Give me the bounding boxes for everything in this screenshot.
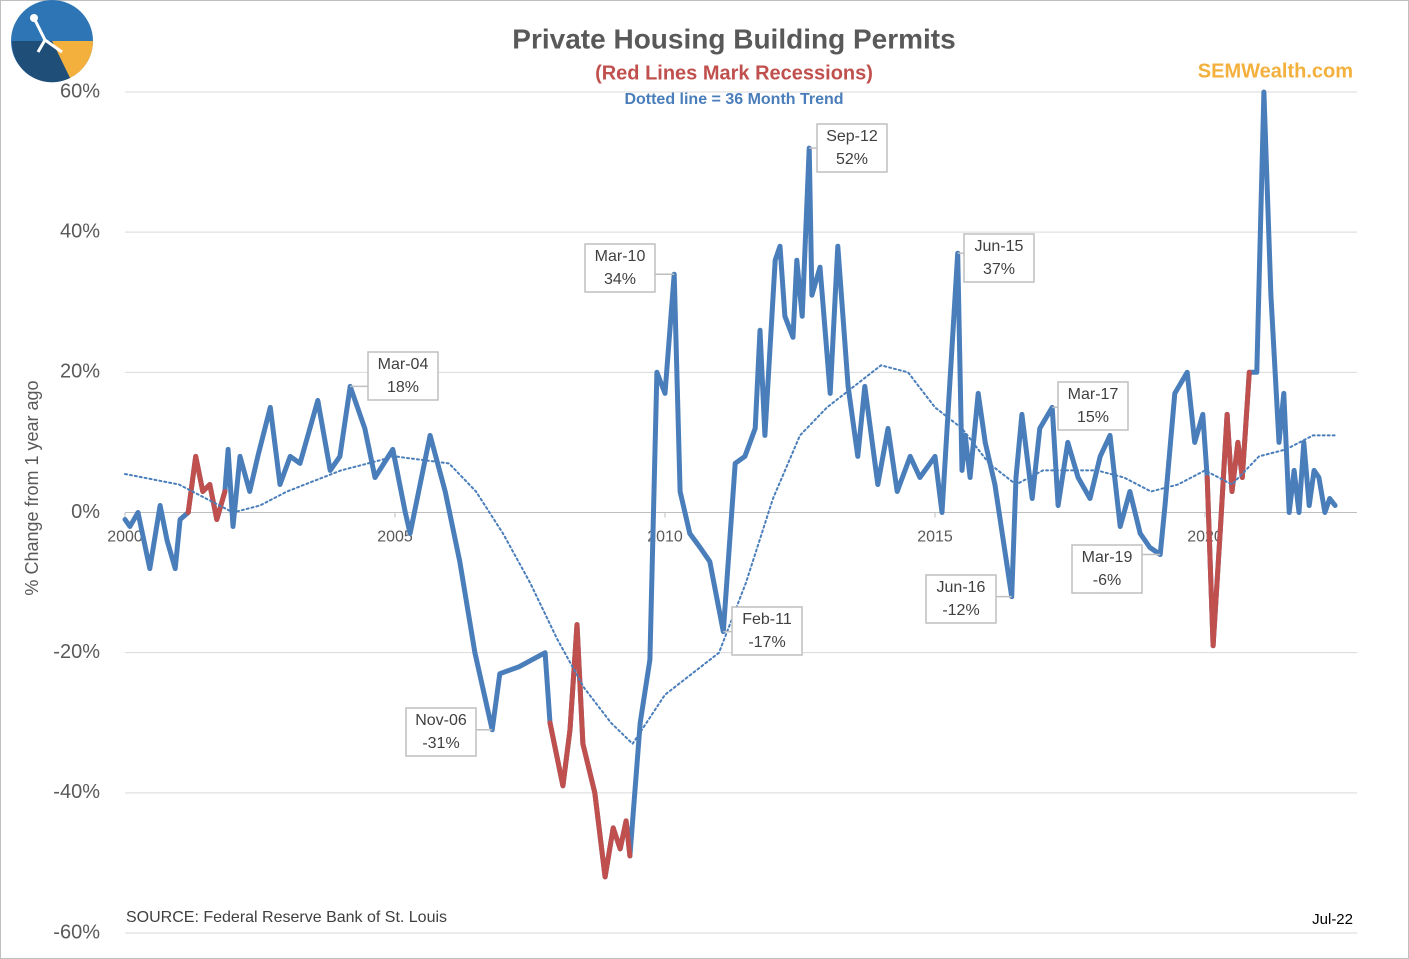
callout-value: 18%: [387, 379, 419, 396]
callout-value: 37%: [983, 261, 1015, 278]
callout-label: Jun-16: [937, 579, 986, 596]
callout-value: 34%: [604, 271, 636, 288]
callout: Mar-17 15%: [1052, 381, 1129, 431]
logo: [11, 0, 94, 83]
callout-value: -31%: [422, 735, 459, 752]
callout-box: [405, 707, 477, 757]
chart-title: Private Housing Building Permits: [512, 23, 955, 54]
x-tick-label: 2020: [1187, 529, 1223, 546]
series-line: [122, 89, 1338, 880]
callout: Mar-19 -6%: [1071, 544, 1161, 594]
series-line: [185, 453, 228, 522]
y-tick-label: 20%: [60, 361, 100, 383]
callout-label: Jun-15: [975, 238, 1024, 255]
callout-box: [731, 606, 803, 656]
trend-line: [124, 364, 1336, 745]
y-axis-label: % Change from 1 year ago: [22, 380, 42, 595]
callout-label: Mar-04: [378, 356, 429, 373]
callout-value: 15%: [1077, 409, 1109, 426]
callout-value: -17%: [748, 634, 785, 651]
callout-box: [963, 233, 1035, 283]
callout-value: -6%: [1093, 572, 1121, 589]
callout: Sep-12 52%: [809, 123, 888, 173]
callout-box: [367, 351, 439, 401]
callout-label: Mar-19: [1082, 549, 1133, 566]
brand: SEMWealth.com: [1198, 60, 1353, 82]
callout-box: [1057, 381, 1129, 431]
callout-value: -12%: [942, 602, 979, 619]
y-tick-label: 40%: [60, 220, 100, 242]
callout: Jun-15 37%: [957, 233, 1035, 283]
x-tick-label: 2010: [647, 529, 683, 546]
callout-box: [584, 243, 656, 293]
callout-box: [925, 574, 997, 624]
callout-label: Nov-06: [415, 712, 467, 729]
y-tick-label: 0%: [71, 501, 100, 523]
x-tick-label: 2000: [107, 529, 143, 546]
callout: Feb-11 -17%: [723, 606, 803, 656]
note: Dotted line = 36 Month Trend: [624, 91, 843, 108]
x-tick-label: 2005: [377, 529, 413, 546]
y-tick-label: -20%: [53, 641, 100, 663]
callout-label: Feb-11: [742, 611, 792, 628]
callout-value: 52%: [836, 151, 868, 168]
callout: Mar-10 34%: [584, 243, 675, 293]
y-tick-label: 60%: [60, 80, 100, 102]
callout-label: Mar-10: [595, 248, 646, 265]
callout: Jun-16 -12%: [925, 574, 1012, 624]
callout-box: [1071, 544, 1143, 594]
source: SOURCE: Federal Reserve Bank of St. Loui…: [126, 909, 447, 926]
date-label: Jul-22: [1312, 911, 1353, 928]
callout: Nov-06 -31%: [405, 707, 493, 757]
series-line: [1204, 369, 1252, 649]
x-tick-label: 2015: [917, 529, 953, 546]
callout-box: [816, 123, 888, 173]
callout-label: Mar-17: [1068, 386, 1119, 403]
y-tick-label: -60%: [53, 921, 100, 943]
callout-label: Sep-12: [826, 128, 878, 145]
callout: Mar-04 18%: [350, 351, 439, 401]
y-tick-label: -40%: [53, 781, 100, 803]
series-line: [547, 622, 633, 880]
subtitle: (Red Lines Mark Recessions): [595, 62, 873, 84]
